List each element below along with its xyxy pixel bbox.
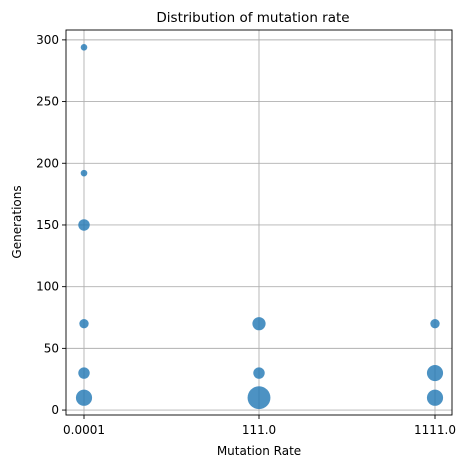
data-point [426,389,444,406]
data-point [430,319,440,329]
data-points [75,43,444,410]
y-axis-label: Generations [10,185,24,258]
data-point [426,364,444,382]
x-axis-ticks: 0.0001 111.0 1111.0 [63,415,456,437]
y-tick-label: 0 [51,403,59,417]
data-point [252,317,266,331]
data-point [79,319,89,329]
y-tick-label: 200 [36,156,59,170]
x-axis-label: Mutation Rate [217,444,301,458]
y-axis-ticks: 0 50 100 150 200 250 300 [36,33,66,417]
chart-title: Distribution of mutation rate [156,10,349,26]
data-point [80,43,88,51]
y-tick-label: 150 [36,218,59,232]
data-point [253,367,265,379]
x-tick-label: 111.0 [242,423,276,437]
data-point [78,219,90,231]
y-tick-label: 300 [36,33,59,47]
y-tick-label: 100 [36,280,59,294]
x-tick-label: 0.0001 [63,423,105,437]
y-tick-label: 50 [44,341,59,355]
x-tick-label: 1111.0 [414,423,456,437]
data-point [75,389,93,406]
data-point [80,169,88,177]
data-point [247,386,271,410]
y-tick-label: 250 [36,95,59,109]
data-point [78,367,90,379]
grid [66,30,452,415]
